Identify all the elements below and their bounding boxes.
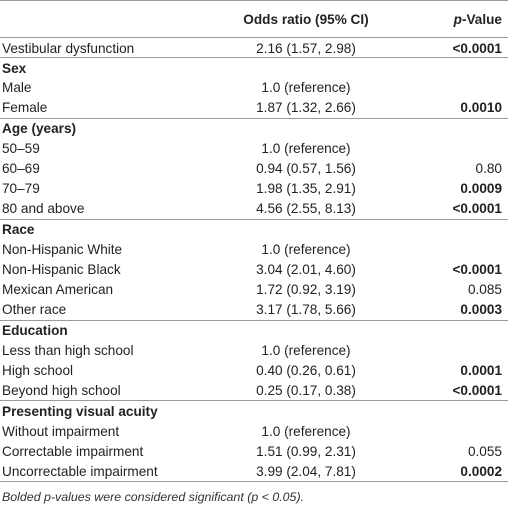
p-value-cell	[404, 138, 508, 158]
section-row-race: Race	[0, 219, 508, 239]
odds-ratio-cell: 3.04 (2.01, 4.60)	[256, 262, 356, 278]
row-label: Beyond high school	[2, 383, 121, 399]
table-row-mexican-american: Mexican American 1.72 (0.92, 3.19) 0.085	[0, 280, 508, 300]
p-value-cell: <0.0001	[452, 383, 502, 399]
p-value-cell: 0.0001	[460, 363, 502, 379]
odds-ratio-cell: 1.51 (0.99, 2.31)	[256, 443, 356, 459]
table-row-male: Male 1.0 (reference)	[0, 78, 508, 98]
row-label: Uncorrectable impairment	[2, 463, 158, 479]
odds-ratio-cell: 0.40 (0.26, 0.61)	[256, 363, 356, 379]
table-row-uncorrectable-impairment: Uncorrectable impairment 3.99 (2.04, 7.81…	[0, 461, 508, 482]
section-heading: Presenting visual acuity	[2, 403, 158, 419]
row-label: Without impairment	[2, 423, 120, 439]
section-row-presenting-visual-acuity: Presenting visual acuity	[0, 400, 508, 421]
odds-ratio-cell: 1.0 (reference)	[261, 342, 351, 358]
p-value-cell	[404, 340, 508, 360]
odds-ratio-cell: 1.0 (reference)	[261, 423, 351, 439]
p-value-cell: 0.0009	[460, 181, 502, 197]
table-footnote: Bolded p-values were considered signific…	[2, 490, 305, 505]
header-odds-ratio: Odds ratio (95% CI)	[208, 0, 404, 38]
odds-ratio-cell: 1.0 (reference)	[261, 80, 351, 96]
p-value-cell	[404, 421, 508, 441]
p-value-cell: <0.0001	[452, 262, 502, 278]
section-row-sex: Sex	[0, 57, 508, 78]
row-label: Non-Hispanic Black	[2, 262, 121, 278]
odds-ratio-cell: 1.72 (0.92, 3.19)	[256, 282, 356, 298]
table-row-50-59: 50–59 1.0 (reference)	[0, 138, 508, 158]
row-label: Vestibular dysfunction	[2, 41, 135, 57]
p-value-cell: 0.085	[467, 282, 502, 298]
row-label: 50–59	[2, 141, 40, 157]
row-label: 80 and above	[2, 201, 85, 217]
odds-ratio-cell: 3.99 (2.04, 7.81)	[256, 463, 356, 479]
odds-ratio-cell: 4.56 (2.55, 8.13)	[256, 201, 356, 217]
row-label: Female	[2, 100, 48, 116]
row-label: Less than high school	[2, 342, 134, 358]
p-value-cell	[404, 78, 508, 98]
odds-ratio-table: Odds ratio (95% CI) p-Value Vestibular d…	[0, 0, 508, 482]
table-row-without-impairment: Without impairment 1.0 (reference)	[0, 421, 508, 441]
table-row-non-hispanic-black: Non-Hispanic Black 3.04 (2.01, 4.60) <0.00…	[0, 260, 508, 280]
table-row-non-hispanic-white: Non-Hispanic White 1.0 (reference)	[0, 239, 508, 259]
section-row-education: Education	[0, 320, 508, 340]
table-row-female: Female 1.87 (1.32, 2.66) 0.0010	[0, 98, 508, 118]
table-row-less-than-high-school: Less than high school 1.0 (reference)	[0, 340, 508, 360]
p-value-cell: <0.0001	[452, 41, 502, 57]
row-label: Correctable impairment	[2, 443, 144, 459]
results-table-container: Odds ratio (95% CI) p-Value Vestibular d…	[0, 0, 508, 504]
odds-ratio-cell: 1.87 (1.32, 2.66)	[256, 100, 356, 116]
row-label: High school	[2, 363, 74, 379]
table-row-correctable-impairment: Correctable impairment 1.51 (0.99, 2.31) 0…	[0, 441, 508, 461]
row-label: Other race	[2, 302, 67, 318]
p-value-cell	[404, 239, 508, 259]
section-heading: Race	[2, 222, 35, 238]
row-label: Non-Hispanic White	[2, 241, 123, 257]
row-label: 60–69	[2, 161, 40, 177]
odds-ratio-cell: 1.0 (reference)	[261, 141, 351, 157]
p-value-cell: 0.055	[467, 443, 502, 459]
header-p-rest: -Value	[461, 11, 502, 27]
p-value-cell: <0.0001	[452, 201, 502, 217]
table-row-80-and-above: 80 and above 4.56 (2.55, 8.13) <0.0001	[0, 199, 508, 219]
row-label: Male	[2, 80, 32, 96]
header-p-italic: p	[453, 11, 462, 27]
section-row-age-years: Age (years)	[0, 118, 508, 138]
odds-ratio-cell: 0.25 (0.17, 0.38)	[256, 383, 356, 399]
table-header: Odds ratio (95% CI) p-Value	[0, 0, 508, 38]
section-heading: Sex	[2, 60, 27, 76]
p-value-cell: 0.80	[475, 161, 502, 177]
odds-ratio-cell: 2.16 (1.57, 2.98)	[256, 41, 356, 57]
header-row: Odds ratio (95% CI) p-Value	[0, 0, 508, 38]
odds-ratio-cell: 1.0 (reference)	[261, 241, 351, 257]
table-row-other-race: Other race 3.17 (1.78, 5.66) 0.0003	[0, 300, 508, 320]
header-p-value: p-Value	[404, 0, 508, 38]
row-label: Mexican American	[2, 282, 114, 298]
p-value-cell: 0.0010	[460, 100, 502, 116]
table-row-vestibular-dysfunction: Vestibular dysfunction 2.16 (1.57, 2.98) <…	[0, 38, 508, 58]
odds-ratio-cell: 3.17 (1.78, 5.66)	[256, 302, 356, 318]
table-row-70-79: 70–79 1.98 (1.35, 2.91) 0.0009	[0, 179, 508, 199]
section-heading: Education	[2, 322, 68, 338]
header-label-column	[0, 0, 208, 38]
table-body: Vestibular dysfunction 2.16 (1.57, 2.98) <…	[0, 38, 508, 482]
table-row-beyond-high-school: Beyond high school 0.25 (0.17, 0.38) <0.00…	[0, 381, 508, 401]
odds-ratio-cell: 1.98 (1.35, 2.91)	[256, 181, 356, 197]
p-value-cell: 0.0002	[460, 463, 502, 479]
table-row-high-school: High school 0.40 (0.26, 0.61) 0.0001	[0, 361, 508, 381]
p-value-cell: 0.0003	[460, 302, 502, 318]
odds-ratio-cell: 0.94 (0.57, 1.56)	[256, 161, 356, 177]
row-label: 70–79	[2, 181, 40, 197]
table-row-60-69: 60–69 0.94 (0.57, 1.56) 0.80	[0, 159, 508, 179]
section-heading: Age (years)	[2, 121, 77, 137]
